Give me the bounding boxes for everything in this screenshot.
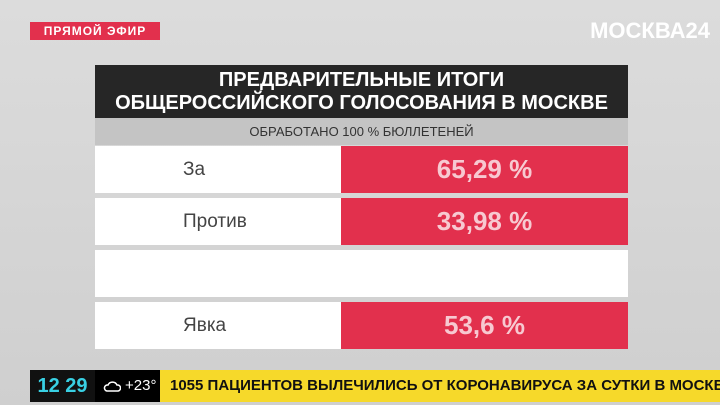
row-value: 65,29 % [341,146,628,193]
title-line: ОБЩЕРОССИЙСКОГО ГОЛОСОВАНИЯ В МОСКВЕ [115,92,608,114]
subtitle: ОБРАБОТАНО 100 % БЮЛЛЕТЕНЕЙ [95,118,628,145]
result-row: За 65,29 % [95,146,628,193]
cloud-icon [103,381,121,392]
weather: +23° [95,370,160,402]
result-row: Явка 53,6 % [95,302,628,349]
row-value: 33,98 % [341,198,628,245]
panel-title: ПРЕДВАРИТЕЛЬНЫЕ ИТОГИ ОБЩЕРОССИЙСКОГО ГО… [95,65,628,118]
empty-row [95,250,628,297]
row-label: Явка [183,315,227,336]
logo: МОСКВА24 [590,18,710,43]
result-row: Против 33,98 % [95,198,628,245]
row-label: Против [183,211,247,232]
news-ticker: 1055 ПАЦИЕНТОВ ВЫЛЕЧИЛИСЬ ОТ КОРОНАВИРУС… [160,370,720,402]
clock: 12 29 [30,370,95,402]
row-label: За [183,159,206,180]
live-badge: ПРЯМОЙ ЭФИР [30,22,160,40]
row-value: 53,6 % [341,302,628,349]
title-line: ПРЕДВАРИТЕЛЬНЫЕ ИТОГИ [218,69,505,91]
temperature: +23° [125,377,157,394]
